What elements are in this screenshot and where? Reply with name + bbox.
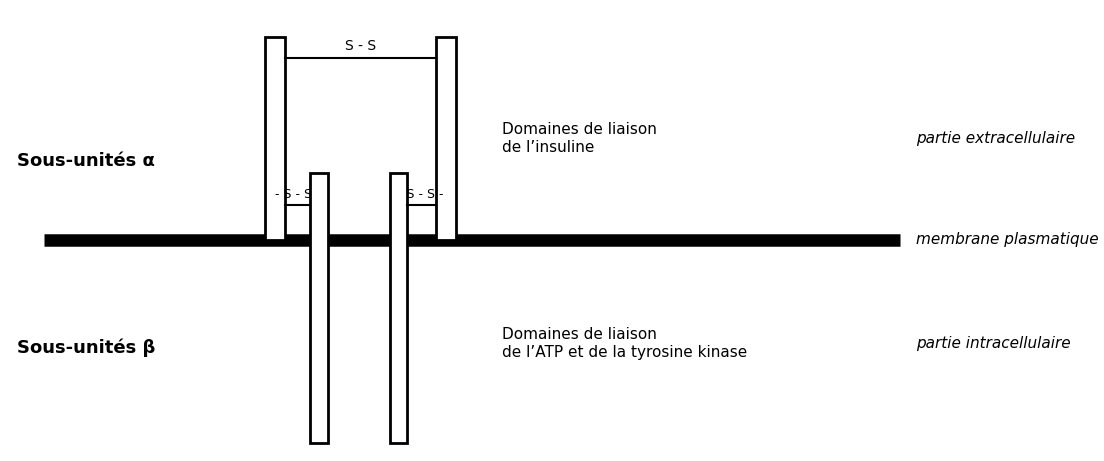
Text: - S - S -: - S - S -: [275, 189, 321, 201]
Text: Domaines de liaison
de l’ATP et de la tyrosine kinase: Domaines de liaison de l’ATP et de la ty…: [502, 327, 747, 360]
Text: Domaines de liaison
de l’insuline: Domaines de liaison de l’insuline: [502, 122, 657, 154]
Bar: [265, 37, 285, 240]
Text: S - S: S - S: [346, 39, 376, 53]
Bar: [390, 173, 407, 443]
Bar: [436, 37, 456, 240]
Text: Sous-unités β: Sous-unités β: [17, 339, 155, 357]
Text: membrane plasmatique: membrane plasmatique: [916, 232, 1098, 247]
Bar: [310, 173, 328, 443]
Text: - S - S -: - S - S -: [397, 189, 444, 201]
Text: partie extracellulaire: partie extracellulaire: [916, 131, 1075, 146]
Text: partie intracellulaire: partie intracellulaire: [916, 336, 1071, 351]
Text: Sous-unités α: Sous-unités α: [17, 152, 155, 171]
